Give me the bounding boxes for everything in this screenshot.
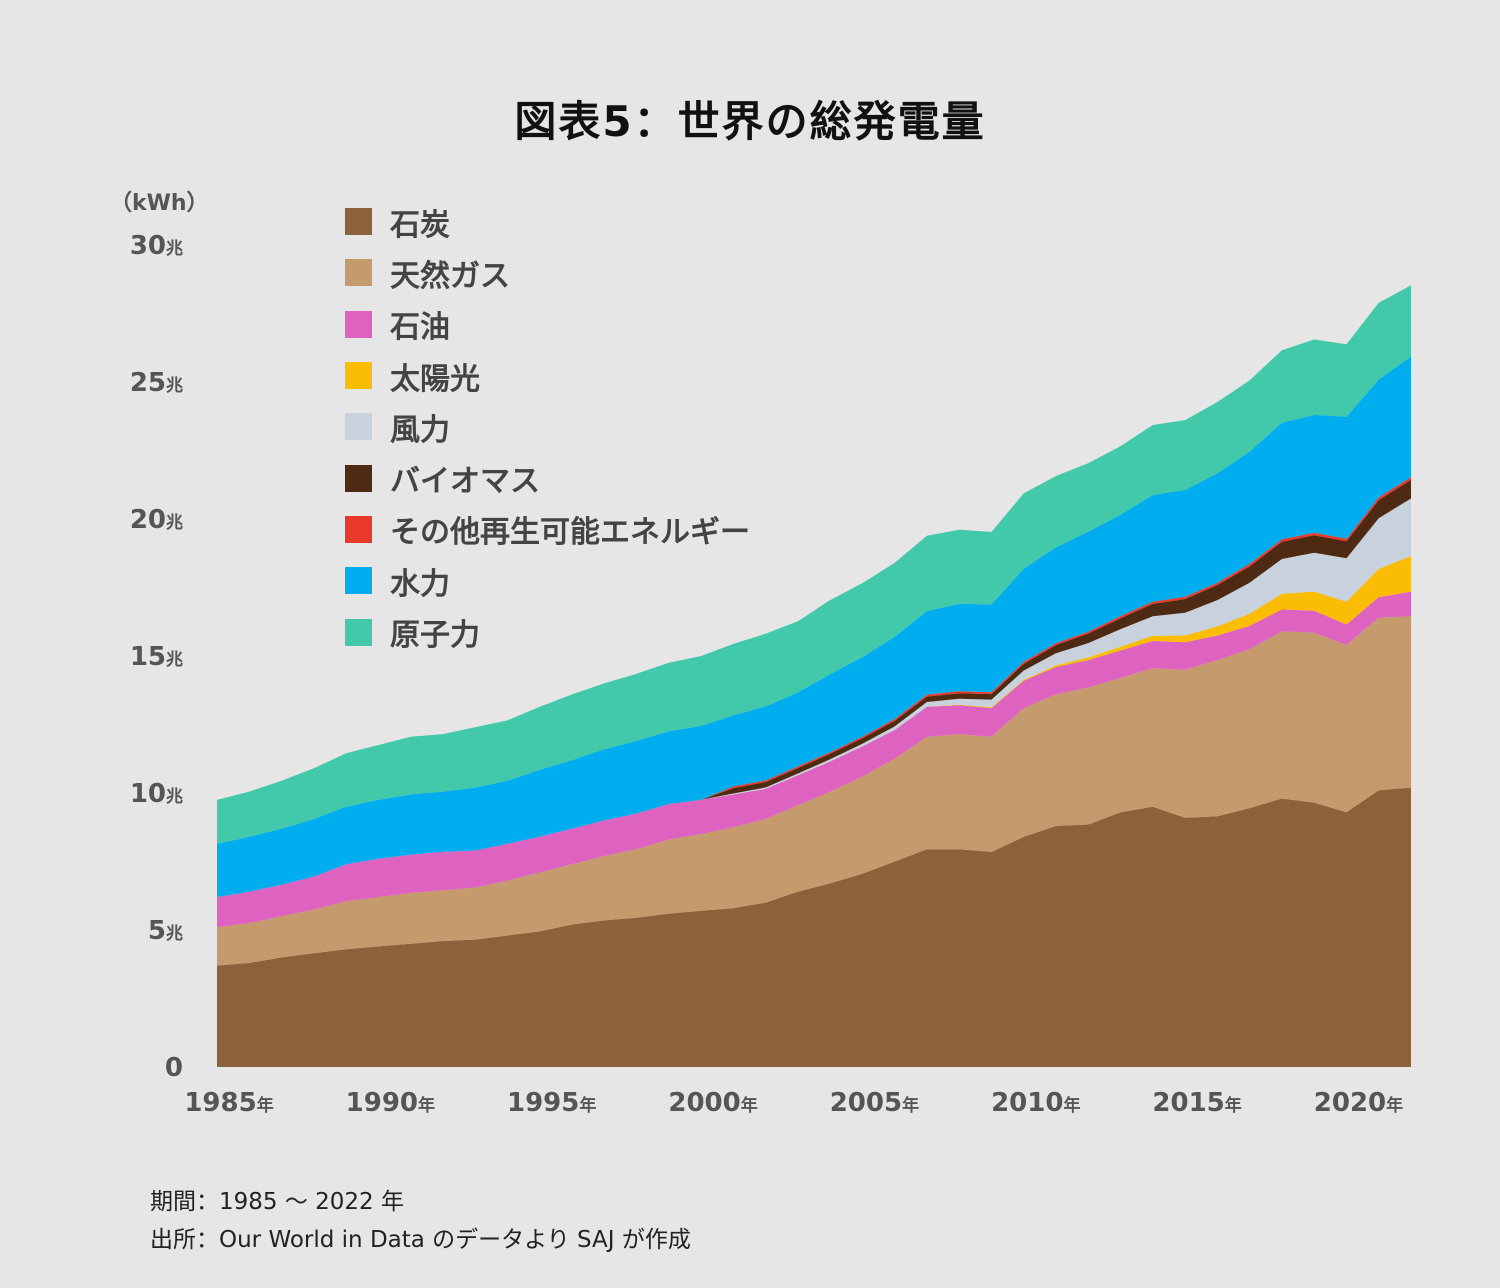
x-tick-label: 2015年 [1152, 1088, 1241, 1118]
legend-swatch [345, 310, 372, 338]
y-tick-label: 5兆 [148, 916, 183, 946]
legend-label: 天然ガス [390, 258, 510, 294]
y-tick-label: 25兆 [130, 368, 183, 398]
area-series-8 [217, 356, 1411, 898]
legend-item: 石炭 [345, 196, 750, 247]
legend-item: 石油 [345, 299, 750, 350]
legend-label: 風力 [390, 412, 450, 448]
y-axis: 0 5兆 10兆 15兆 20兆 25兆 30兆 [130, 231, 183, 1083]
area-series-9 [217, 285, 1411, 844]
x-tick-label: 2010年 [991, 1088, 1080, 1118]
x-tick-label: 2020年 [1314, 1088, 1403, 1118]
x-tick-label: 1985年 [184, 1088, 273, 1118]
legend-item: バイオマス [345, 452, 750, 503]
x-tick-label: 1990年 [346, 1088, 435, 1118]
legend-item: 太陽光 [345, 350, 750, 401]
legend-label: 石炭 [390, 207, 450, 243]
y-tick-label: 30兆 [130, 231, 183, 261]
chart-title: 図表5：世界の総発電量 [514, 97, 986, 146]
y-tick-label: 15兆 [130, 642, 183, 672]
y-tick-label: 20兆 [130, 505, 183, 535]
y-tick-label: 0 [165, 1053, 183, 1083]
legend-swatch [345, 413, 372, 441]
legend-swatch [345, 567, 372, 595]
legend-label: 太陽光 [390, 361, 480, 397]
x-axis: 1985年 1990年 1995年 2000年 2005年 2010年 2015年 2020年 [184, 1088, 1403, 1118]
y-tick-label: 10兆 [130, 779, 183, 809]
legend-label: バイオマス [390, 464, 540, 500]
legend-label: 水力 [390, 566, 450, 602]
legend-item: 原子力 [345, 606, 750, 657]
legend-label: 石油 [390, 310, 450, 346]
footer-period: 期間：1985 〜 2022 年 [150, 1189, 404, 1215]
footer-source: 出所：Our World in Data のデータより SAJ が作成 [150, 1227, 691, 1253]
legend-label: 原子力 [390, 618, 480, 654]
legend-label: その他再生可能エネルギー [390, 515, 750, 551]
footer: 期間：1985 〜 2022 年 出所：Our World in Data のデ… [150, 1183, 691, 1259]
stacked-areas [217, 285, 1411, 1067]
legend-swatch [345, 515, 372, 543]
legend-swatch [345, 362, 372, 390]
legend-swatch [345, 208, 372, 236]
area-series-1 [217, 787, 1411, 1067]
legend-swatch [345, 259, 372, 287]
x-tick-label: 1995年 [507, 1088, 596, 1118]
legend-swatch [345, 464, 372, 492]
legend-item: 天然ガス [345, 247, 750, 298]
legend-item: 風力 [345, 401, 750, 452]
legend: 石炭天然ガス石油太陽光風力バイオマスその他再生可能エネルギー 水力原子力 [345, 196, 750, 658]
y-axis-unit: （kWh） [110, 191, 209, 216]
x-tick-label: 2000年 [668, 1088, 757, 1118]
legend-item: 水力 [345, 555, 750, 606]
area-series-3 [217, 591, 1411, 928]
x-tick-label: 2005年 [830, 1088, 919, 1118]
area-series-2 [217, 616, 1411, 966]
legend-item: その他再生可能エネルギー [345, 504, 750, 555]
legend-swatch [345, 618, 372, 646]
